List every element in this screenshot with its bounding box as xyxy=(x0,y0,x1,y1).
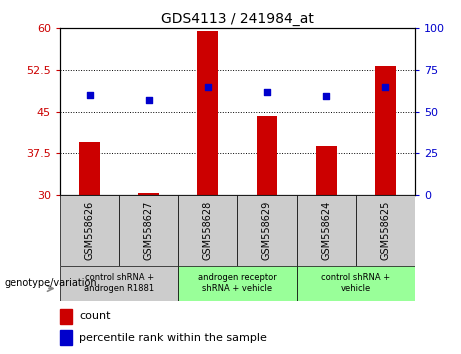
Bar xyxy=(119,195,178,266)
Text: control shRNA +
androgen R1881: control shRNA + androgen R1881 xyxy=(84,274,154,293)
Bar xyxy=(316,146,337,195)
Bar xyxy=(60,195,119,266)
Bar xyxy=(60,266,178,301)
Text: GSM558625: GSM558625 xyxy=(380,200,390,260)
Point xyxy=(322,93,330,98)
Text: percentile rank within the sample: percentile rank within the sample xyxy=(79,332,267,343)
Text: genotype/variation: genotype/variation xyxy=(5,278,97,288)
Bar xyxy=(197,31,218,195)
Bar xyxy=(375,66,396,195)
Point xyxy=(204,84,212,89)
Bar xyxy=(296,195,356,266)
Text: GSM558627: GSM558627 xyxy=(144,200,154,260)
Bar xyxy=(356,195,415,266)
Point xyxy=(263,90,271,95)
Bar xyxy=(60,309,72,324)
Text: count: count xyxy=(79,311,111,321)
Bar xyxy=(138,193,159,195)
Bar xyxy=(178,266,296,301)
Bar xyxy=(296,266,415,301)
Point xyxy=(145,97,152,103)
Text: control shRNA +
vehicle: control shRNA + vehicle xyxy=(321,274,390,293)
Point xyxy=(86,92,93,98)
Text: GSM558626: GSM558626 xyxy=(84,200,95,259)
Text: GSM558624: GSM558624 xyxy=(321,200,331,259)
Bar xyxy=(178,195,237,266)
Point xyxy=(382,84,389,89)
Title: GDS4113 / 241984_at: GDS4113 / 241984_at xyxy=(161,12,314,26)
Text: GSM558628: GSM558628 xyxy=(203,200,213,259)
Bar xyxy=(237,195,296,266)
Bar xyxy=(60,330,72,345)
Bar xyxy=(257,116,278,195)
Bar xyxy=(79,142,100,195)
Text: GSM558629: GSM558629 xyxy=(262,200,272,259)
Text: androgen receptor
shRNA + vehicle: androgen receptor shRNA + vehicle xyxy=(198,274,277,293)
